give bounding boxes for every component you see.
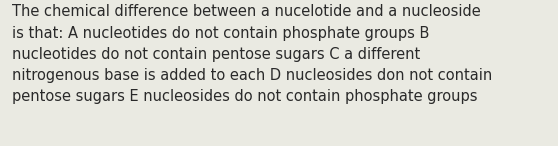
Text: The chemical difference between a nucelotide and a nucleoside
is that: A nucleot: The chemical difference between a nucelo…	[12, 4, 493, 104]
